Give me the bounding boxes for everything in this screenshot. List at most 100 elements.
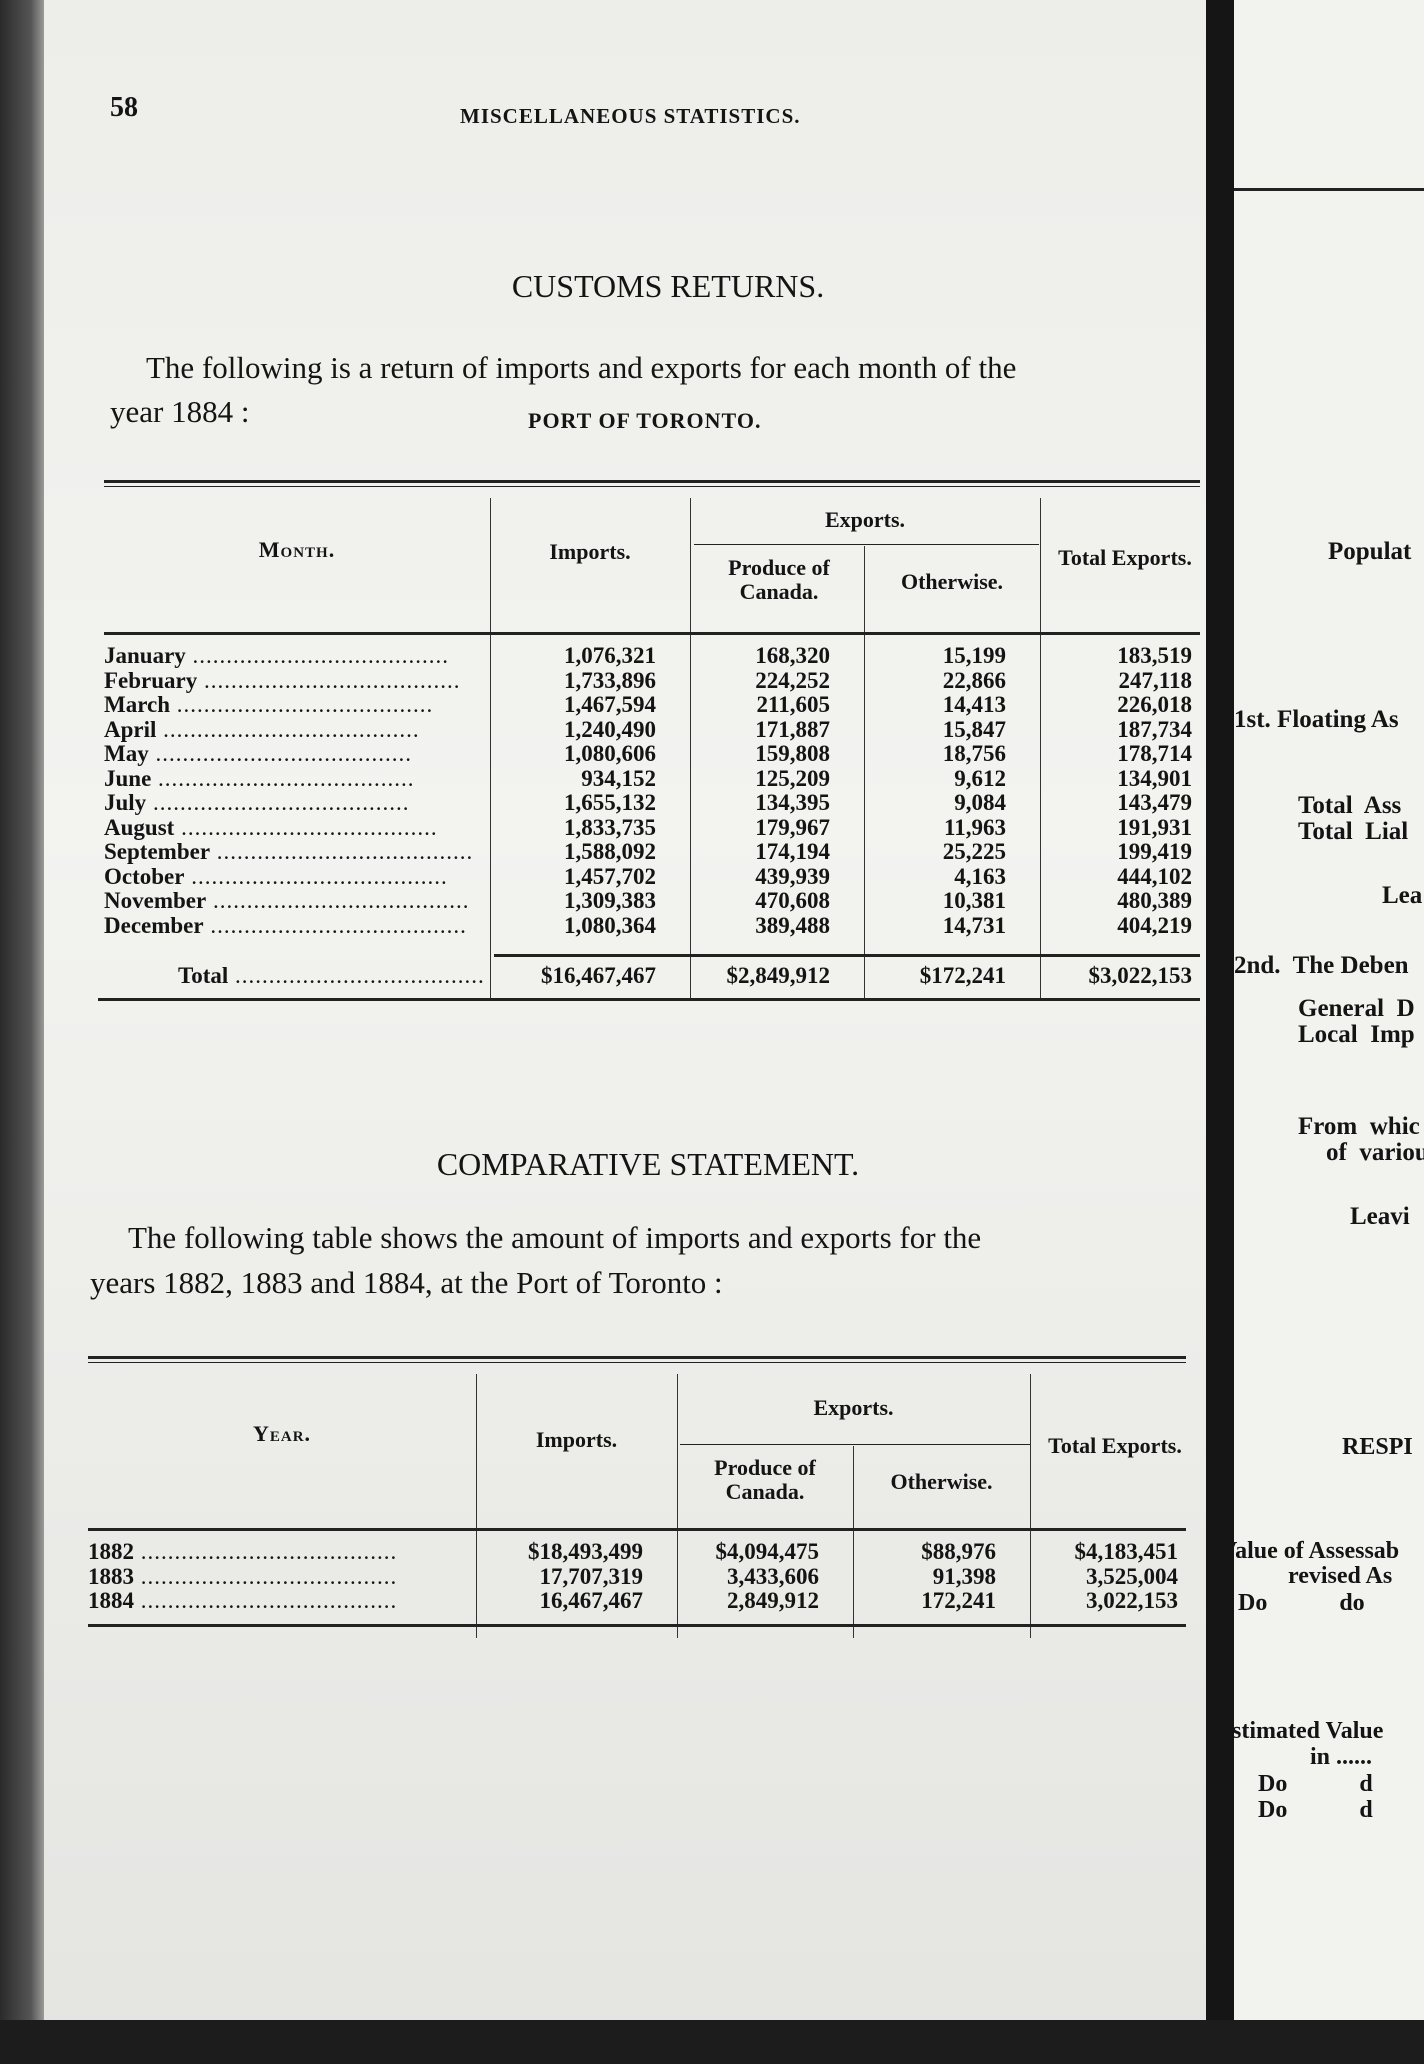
year-cell: 1882	[88, 1540, 470, 1565]
otherwise-cell: 15,199	[942, 643, 1006, 668]
total-cell: 191,931	[1117, 814, 1192, 840]
month-row: May 1,080,606 159,808 18,756 178,714	[104, 741, 1200, 767]
month-label: January	[104, 644, 449, 668]
otherwise-cell: 10,381	[942, 888, 1006, 913]
header-produce: Produce of Canada.	[714, 1455, 816, 1504]
facing-line: Do d	[1258, 1771, 1373, 1797]
imports-cell: $18,493,499	[528, 1539, 643, 1564]
header-year: Year.	[252, 1421, 312, 1446]
month-label: October	[104, 865, 448, 889]
month-cell: February	[104, 669, 484, 694]
year-row: 1883 17,707,319 3,433,606 91,398 3,525,004	[88, 1563, 1186, 1590]
total-cell: 199,419	[1117, 839, 1192, 864]
produce-cell: 171,887	[755, 716, 830, 742]
intro-text: years 1882, 1883 and 1884, at the Port o…	[90, 1265, 723, 1300]
total-cell: 226,018	[1117, 692, 1192, 717]
total-cell: 187,734	[1117, 716, 1192, 742]
produce-cell: 439,939	[755, 863, 830, 889]
produce-cell: 2,849,912	[727, 1588, 819, 1613]
imports-cell: 17,707,319	[539, 1563, 644, 1589]
month-row: February 1,733,896 224,252 22,866 247,118	[104, 667, 1200, 694]
otherwise-cell: 22,866	[942, 667, 1006, 693]
facing-line: of variou	[1326, 1139, 1424, 1166]
month-label: December	[104, 914, 467, 938]
year-cell: 1883	[88, 1565, 470, 1590]
header-month: Month.	[258, 537, 336, 562]
month-cell: December	[104, 914, 484, 939]
year-label: 1883	[88, 1565, 397, 1589]
customs-table: Month. Imports. Exports. Produce of Cana…	[98, 480, 1200, 1001]
section-title: CUSTOMS RETURNS.	[511, 268, 825, 304]
facing-line: Value of Assessab	[1234, 1538, 1400, 1564]
year-label: 1882	[88, 1540, 397, 1564]
produce-cell: 224,252	[755, 667, 830, 693]
imports-cell: 1,467,594	[564, 692, 656, 717]
facing-line: Total Ass	[1298, 792, 1402, 819]
produce-cell: $4,094,475	[715, 1539, 820, 1564]
produce-cell: 3,433,606	[727, 1563, 819, 1589]
otherwise-cell: 11,963	[944, 814, 1006, 840]
month-row: December 1,080,364 389,488 14,731 404,219	[104, 913, 1200, 939]
month-label: November	[104, 889, 469, 913]
otherwise-cell: 9,084	[954, 790, 1006, 815]
total-cell: 480,389	[1117, 888, 1192, 913]
facing-page: Populat 1st. Floating As Total Ass Total…	[1234, 0, 1424, 2064]
month-cell: August	[104, 816, 484, 841]
imports-cell: 1,588,092	[564, 839, 656, 864]
port-label: PORT OF TORONTO.	[528, 408, 762, 433]
running-head: MISCELLANEOUS STATISTICS.	[460, 104, 801, 128]
month-cell: November	[104, 889, 484, 914]
produce-cell: 174,194	[755, 839, 830, 864]
imports-cell: 1,076,321	[564, 643, 656, 668]
header-total-exports: Total Exports.	[1058, 545, 1192, 570]
otherwise-cell: 4,163	[954, 863, 1006, 889]
intro-text: year 1884 :	[110, 394, 250, 429]
total-otherwise: $172,241	[919, 963, 1006, 988]
produce-cell: 134,395	[755, 790, 830, 815]
imports-cell: 934,152	[581, 765, 656, 791]
month-row: January 1,076,321 168,320 15,199 183,519	[104, 643, 1200, 669]
month-label: August	[104, 816, 438, 840]
total-cell: 183,519	[1117, 643, 1192, 668]
otherwise-cell: 172,241	[921, 1588, 996, 1613]
page-number: 58	[110, 92, 138, 123]
header-imports: Imports.	[549, 539, 631, 564]
month-row: August 1,833,735 179,967 11,963 191,931	[104, 814, 1200, 841]
total-cell: $4,183,451	[1074, 1539, 1179, 1564]
total-produce: $2,849,912	[726, 963, 831, 988]
facing-line: Estimated Value	[1234, 1718, 1384, 1744]
imports-cell: 1,080,606	[564, 741, 656, 766]
comparative-table: Year. Imports. Exports. Produce of Canad…	[88, 1356, 1186, 1638]
year-row: 1882 $18,493,499 $4,094,475 $88,976 $4,183,4…	[88, 1539, 1186, 1565]
month-cell: September	[104, 840, 484, 865]
facing-line: Lea	[1382, 882, 1423, 909]
month-label: February	[104, 669, 461, 693]
imports-cell: 1,733,896	[564, 667, 656, 693]
facing-line: RESPI	[1342, 1434, 1413, 1460]
month-row: April 1,240,490 171,887 15,847 187,734	[104, 716, 1200, 743]
produce-cell: 125,209	[755, 765, 830, 791]
imports-cell: 1,240,490	[564, 716, 656, 742]
produce-cell: 211,605	[756, 692, 830, 717]
month-row: November 1,309,383 470,608 10,381 480,389	[104, 888, 1200, 914]
facing-line: 1st. Floating As	[1234, 706, 1399, 733]
otherwise-cell: 18,756	[942, 741, 1006, 766]
month-cell: June	[104, 767, 484, 792]
otherwise-cell: 15,847	[942, 716, 1006, 742]
month-row: July 1,655,132 134,395 9,084 143,479	[104, 790, 1200, 816]
month-label: September	[104, 840, 473, 864]
facing-line: Leavi	[1350, 1203, 1410, 1230]
facing-line: Do d	[1258, 1797, 1373, 1823]
otherwise-cell: 91,398	[932, 1563, 996, 1589]
header-imports: Imports.	[535, 1427, 618, 1452]
header-total-exports: Total Exports.	[1048, 1433, 1182, 1458]
month-label: July	[104, 791, 409, 815]
produce-cell: 159,808	[755, 741, 830, 766]
header-exports: Exports.	[824, 507, 906, 532]
facing-line: Local Imp	[1298, 1021, 1415, 1048]
otherwise-cell: 9,612	[954, 765, 1006, 791]
month-cell: March	[104, 693, 484, 718]
otherwise-cell: $88,976	[921, 1539, 996, 1564]
month-label: May	[104, 742, 412, 766]
total-cell: 3,525,004	[1086, 1563, 1178, 1589]
